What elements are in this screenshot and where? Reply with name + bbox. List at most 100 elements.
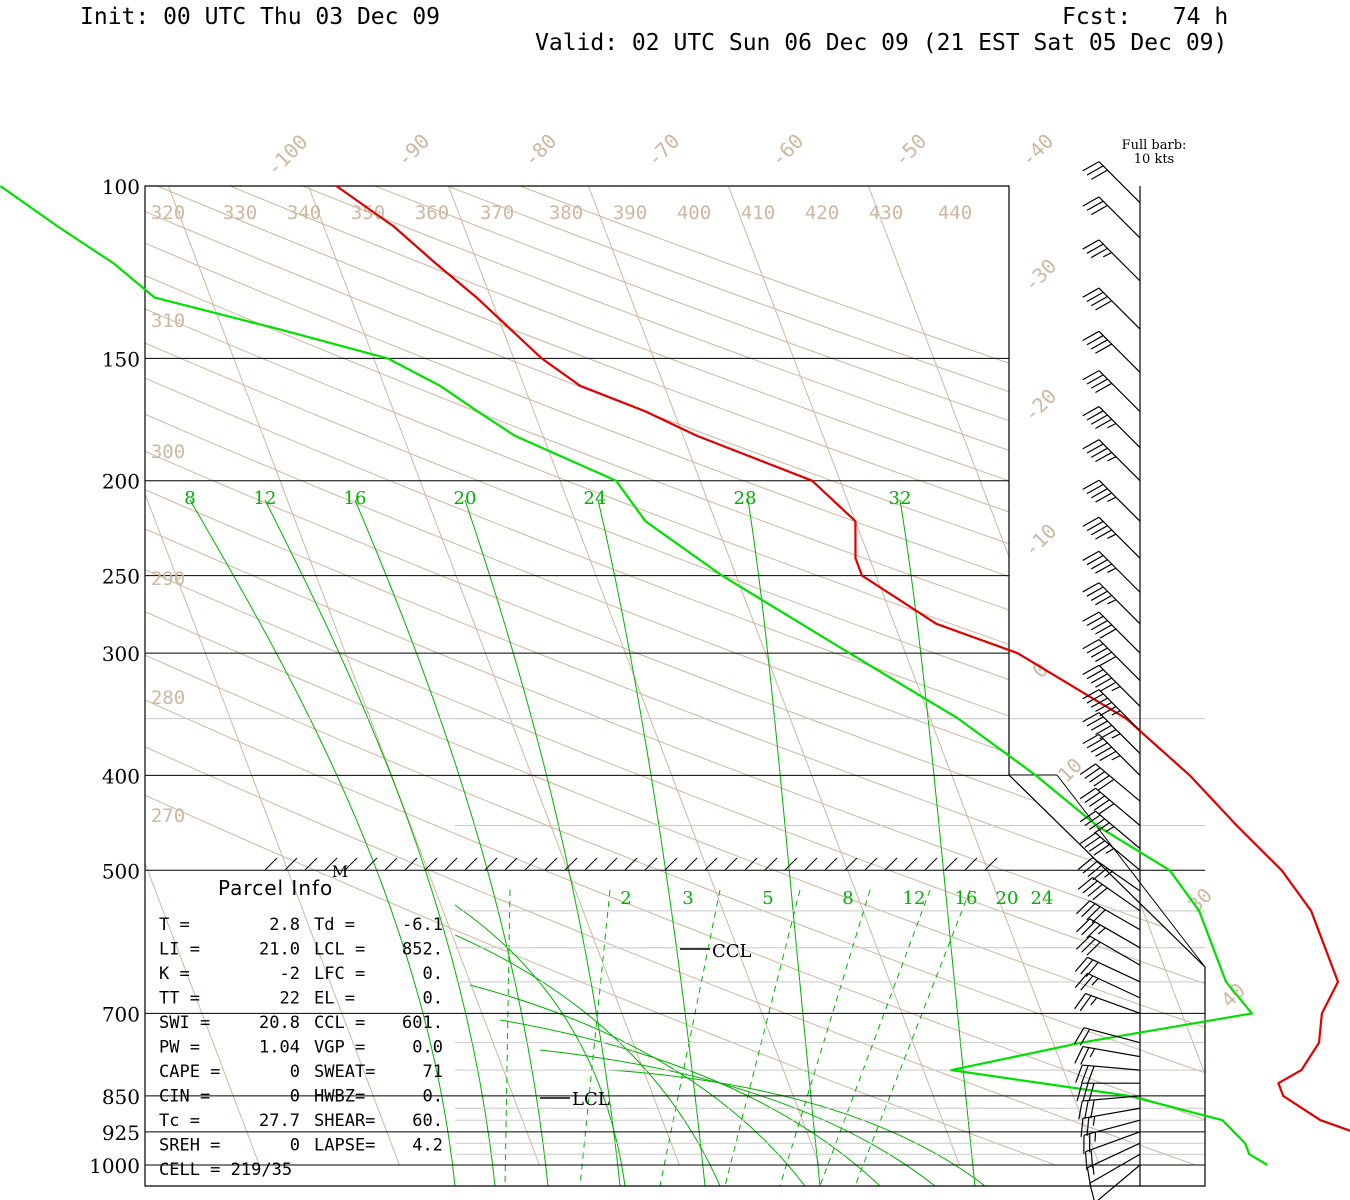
wind-barb <box>1082 611 1141 654</box>
parcel-field-label: TT = <box>159 989 200 1009</box>
dashed-mixing-ratio-line <box>659 889 721 1186</box>
wind-barb-half <box>1107 422 1117 429</box>
melting-level-marker: M <box>332 862 348 881</box>
wind-barb-flag <box>1090 414 1108 425</box>
wind-barb-flag <box>1082 161 1100 172</box>
wind-barb-staff <box>1083 1119 1141 1136</box>
sounding-profiles <box>0 185 1350 1166</box>
mixing-ratio-label: 12 <box>903 888 926 909</box>
wind-barb-flag <box>1077 877 1093 890</box>
pressure-tick-label: 1000 <box>89 1154 140 1178</box>
wind-barb-flag <box>1082 689 1100 700</box>
wind-barb-flag <box>1090 169 1108 180</box>
parcel-field-value: 60. <box>412 1111 443 1131</box>
dashed-mixing-ratio-group <box>504 889 971 1186</box>
wind-barb <box>1082 287 1141 330</box>
wind-barb-flag <box>1093 774 1110 787</box>
mixing-ratio-label: 28 <box>734 488 757 509</box>
wind-barb-flag <box>1081 921 1096 936</box>
wind-barb-flag <box>1095 624 1113 635</box>
freezing-level-hatch <box>284 857 298 871</box>
wind-barb-flag <box>1081 1065 1089 1084</box>
wind-barb-flag <box>1099 681 1117 692</box>
parcel-field-label: SWI = <box>159 1013 210 1033</box>
wind-barb-flag <box>1084 814 1101 827</box>
wind-barb <box>1079 832 1141 871</box>
wind-barb-staff <box>1085 992 1141 1014</box>
wind-barb-flag <box>1090 339 1108 350</box>
mixing-ratio-label: 24 <box>584 488 607 509</box>
freezing-level-hatch <box>484 857 498 871</box>
freezing-level-hatch <box>904 857 918 871</box>
freezing-level-hatch <box>864 857 878 871</box>
moist-adiabat-line <box>539 1049 936 1186</box>
wind-barb-half <box>1105 826 1115 833</box>
pressure-tick-label: 200 <box>102 470 140 494</box>
mixing-ratio-label: 20 <box>996 888 1019 909</box>
wind-barb-flag <box>1079 810 1096 823</box>
wind-barb-staff <box>1082 1064 1141 1071</box>
wind-barb-flag <box>1082 439 1100 450</box>
wind-barb-flag <box>1082 582 1100 593</box>
wind-barb <box>1082 582 1141 625</box>
wind-barb-flag <box>1076 900 1091 915</box>
wind-barb-flag <box>1082 406 1100 417</box>
wind-barb-flag <box>1080 975 1094 991</box>
wind-barb-staff <box>1098 582 1141 625</box>
wind-barb <box>1073 1027 1141 1046</box>
freezing-level-hatch <box>464 857 478 871</box>
parcel-field-value: 0 <box>290 1136 300 1156</box>
theta-label: 340 <box>287 202 321 224</box>
wind-barb-flag <box>1095 701 1113 713</box>
wind-barb-flag <box>1079 1028 1091 1046</box>
lcl-label: LCL <box>572 1089 610 1110</box>
chart-frame <box>144 185 1206 1187</box>
isotherm-label: -60 <box>766 129 809 172</box>
wind-barb-flag <box>1089 818 1106 830</box>
wind-barb-flag <box>1095 529 1113 540</box>
isotherm-label: -90 <box>392 129 435 172</box>
wind-barb <box>1082 196 1141 239</box>
wind-barb-flag <box>1075 1064 1083 1083</box>
parcel-field-label: LI = <box>159 940 200 960</box>
mixing-ratio-label: 3 <box>682 888 693 909</box>
theta-label: 290 <box>151 568 185 590</box>
parcel-cell-value: CELL = 219/35 <box>159 1160 292 1180</box>
mixing-ratio-line <box>747 499 821 1187</box>
wind-barb-flag <box>1086 906 1101 921</box>
parcel-field-value: 852. <box>402 940 443 960</box>
parcel-field-label: SWEAT= <box>314 1062 375 1082</box>
theta-label: 380 <box>549 202 583 224</box>
dry-adiabat-line <box>229 186 1205 1166</box>
isotherm-label: -20 <box>1019 384 1062 427</box>
wind-barb <box>1076 935 1141 966</box>
wind-barb-staff <box>1098 239 1141 282</box>
wind-barb-staff <box>1098 689 1141 732</box>
theta-label: 300 <box>151 441 185 463</box>
wind-barb-flag <box>1095 300 1113 311</box>
freezing-level-hatch <box>504 857 518 871</box>
wind-barb-flag <box>1095 724 1113 736</box>
wind-barb-flag <box>1095 451 1113 463</box>
dashed-mixing-ratio-line <box>779 889 871 1186</box>
parcel-field-value: 71 <box>423 1062 443 1082</box>
wind-barb <box>1077 857 1141 892</box>
wind-barb-flag <box>1092 887 1108 901</box>
wind-barb-flag <box>1086 586 1104 597</box>
dewpoint-profile <box>0 185 1268 1166</box>
freezing-level-hatch <box>944 857 958 871</box>
wind-barb-staff <box>1095 763 1141 802</box>
dashed-mixing-ratio-line <box>504 889 511 1186</box>
parcel-field-value: 27.7 <box>259 1111 300 1131</box>
wind-barb-half <box>1111 755 1121 761</box>
wind-barb-flag <box>1090 378 1108 389</box>
wind-barb-half <box>1104 871 1113 878</box>
wind-barb-half <box>1105 847 1115 854</box>
wind-barb-half <box>1107 496 1117 502</box>
wind-barb-flag <box>1090 620 1108 631</box>
freezing-level-hatch <box>824 857 838 871</box>
wind-barb-staff <box>1098 516 1141 559</box>
parcel-field-value: 601. <box>402 1013 443 1033</box>
wind-barb-flag <box>1089 840 1106 852</box>
wind-barb <box>1074 992 1141 1014</box>
